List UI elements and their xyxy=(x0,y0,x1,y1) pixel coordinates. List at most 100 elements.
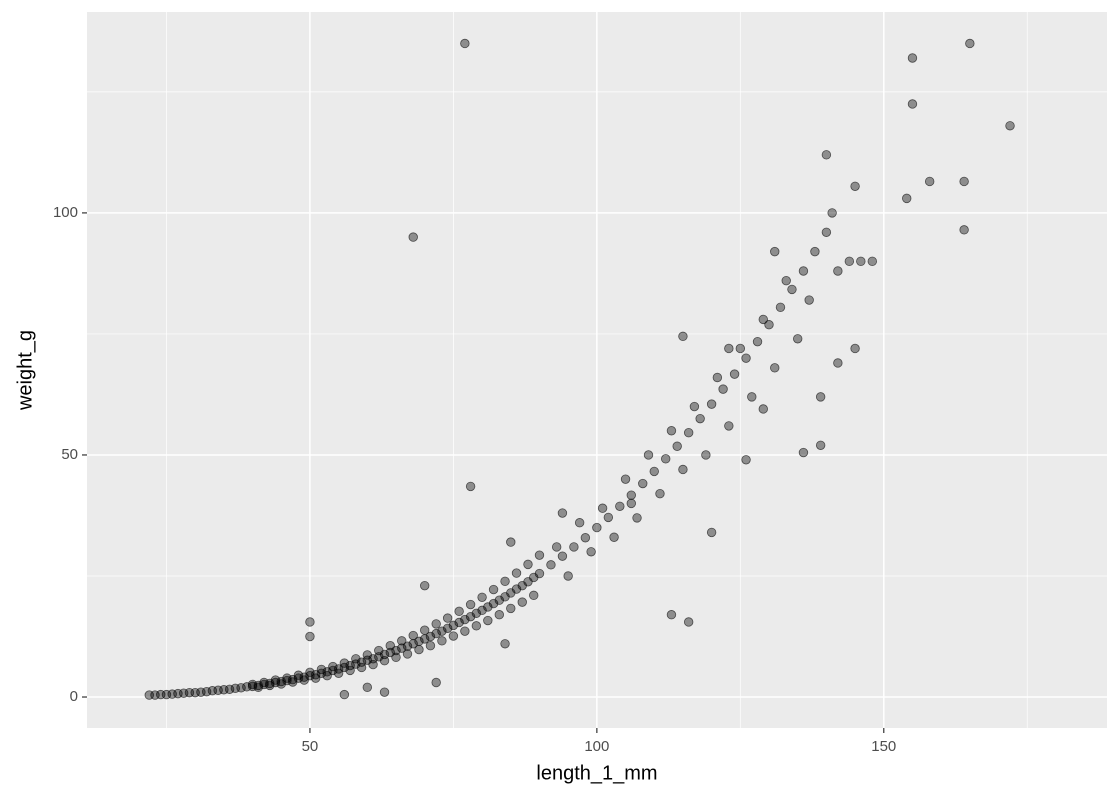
point xyxy=(339,689,350,700)
point xyxy=(902,193,912,204)
point xyxy=(569,542,579,552)
point xyxy=(827,208,837,218)
point xyxy=(414,644,424,655)
point xyxy=(310,670,321,680)
point xyxy=(655,488,665,499)
point xyxy=(821,150,832,160)
point xyxy=(322,667,332,677)
point xyxy=(408,232,418,242)
point xyxy=(305,617,315,627)
point xyxy=(856,256,866,267)
point xyxy=(322,671,332,681)
point xyxy=(299,675,309,685)
point xyxy=(534,550,545,560)
point xyxy=(580,533,591,543)
point xyxy=(574,518,585,528)
point xyxy=(592,522,602,533)
point xyxy=(770,363,780,373)
point xyxy=(741,455,751,465)
point xyxy=(305,667,315,678)
point xyxy=(328,665,338,676)
point xyxy=(351,654,361,664)
point xyxy=(397,636,407,646)
point xyxy=(615,501,625,511)
point xyxy=(666,610,677,620)
point xyxy=(431,628,441,639)
point xyxy=(1005,121,1015,131)
x-tick-label: 100 xyxy=(584,738,609,755)
point xyxy=(465,599,476,610)
point xyxy=(597,503,608,513)
point xyxy=(724,421,734,431)
point xyxy=(431,619,441,629)
point xyxy=(764,320,774,330)
point xyxy=(701,450,711,460)
point xyxy=(385,641,395,651)
point xyxy=(718,384,728,394)
y-tick-label: 100 xyxy=(53,204,78,221)
point xyxy=(265,680,275,691)
point xyxy=(310,673,321,683)
point xyxy=(965,38,975,49)
point xyxy=(431,677,441,688)
y-tick-label: 0 xyxy=(70,688,78,705)
point xyxy=(867,256,877,267)
point xyxy=(356,657,367,667)
point xyxy=(620,474,631,484)
point xyxy=(471,621,482,631)
point xyxy=(471,608,482,618)
point xyxy=(494,610,505,620)
point xyxy=(695,413,705,424)
point xyxy=(488,584,499,595)
point xyxy=(924,176,935,187)
point xyxy=(460,614,470,625)
point xyxy=(666,426,677,436)
point xyxy=(374,645,384,656)
point xyxy=(477,605,487,616)
point xyxy=(643,450,654,460)
point xyxy=(735,343,746,354)
point xyxy=(833,266,843,276)
point xyxy=(276,679,286,689)
point xyxy=(810,246,820,257)
point xyxy=(787,284,797,295)
point xyxy=(959,225,969,235)
point xyxy=(288,677,298,687)
point xyxy=(425,641,436,651)
point xyxy=(844,256,855,267)
point xyxy=(506,537,516,547)
points xyxy=(144,38,1015,700)
point xyxy=(420,625,430,635)
point xyxy=(465,481,476,492)
point xyxy=(247,679,258,690)
point xyxy=(201,686,212,697)
point xyxy=(815,392,826,402)
point xyxy=(706,527,717,538)
point xyxy=(397,643,407,653)
point xyxy=(391,652,401,663)
point xyxy=(775,302,786,313)
point xyxy=(798,266,809,276)
point xyxy=(316,664,327,675)
point xyxy=(683,617,694,627)
point xyxy=(454,617,464,628)
point xyxy=(833,358,843,368)
x-axis-title: length_1_mm xyxy=(536,762,657,784)
y-axis-title: weight_g xyxy=(14,330,36,411)
point xyxy=(511,584,522,594)
point xyxy=(506,603,516,614)
point xyxy=(253,682,263,693)
point xyxy=(460,626,470,636)
y-tick-label: 50 xyxy=(61,446,78,463)
x-tick-label: 150 xyxy=(871,738,896,755)
point xyxy=(557,508,568,518)
point xyxy=(741,353,751,363)
point xyxy=(333,668,344,678)
point xyxy=(368,659,378,670)
point xyxy=(815,440,826,450)
point xyxy=(488,598,499,609)
point xyxy=(683,427,694,438)
point xyxy=(712,372,723,383)
point xyxy=(500,576,510,587)
